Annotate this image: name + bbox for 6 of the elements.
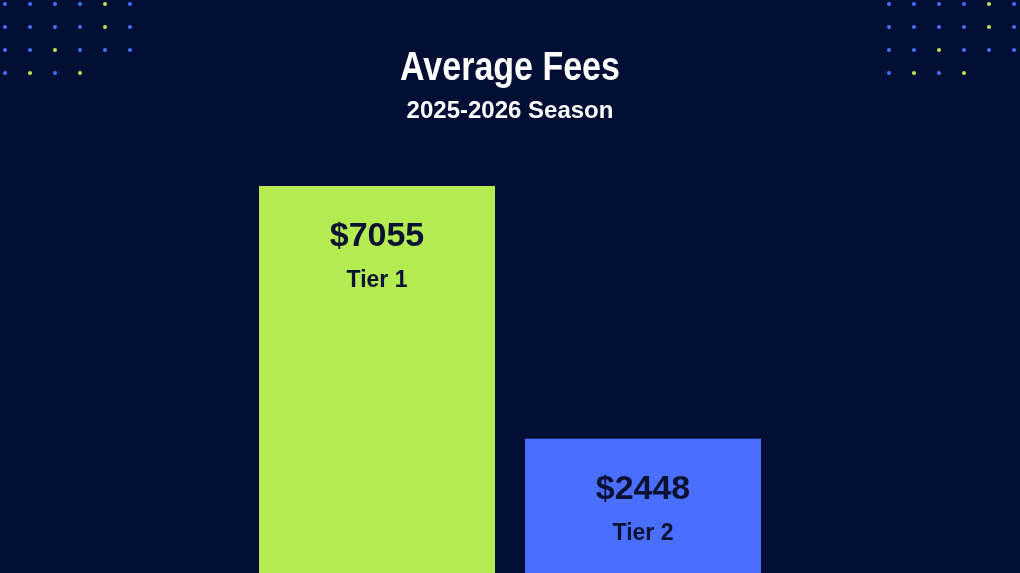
chart-title: Average Fees [400, 43, 620, 89]
data-label: $2448 [595, 467, 691, 506]
chart-subtitle: 2025-2026 Season [406, 96, 614, 123]
data-label: $7055 [329, 215, 425, 253]
x-tick-label: Tier 1 [346, 266, 408, 292]
x-tick-label: Tier 2 [612, 518, 674, 545]
